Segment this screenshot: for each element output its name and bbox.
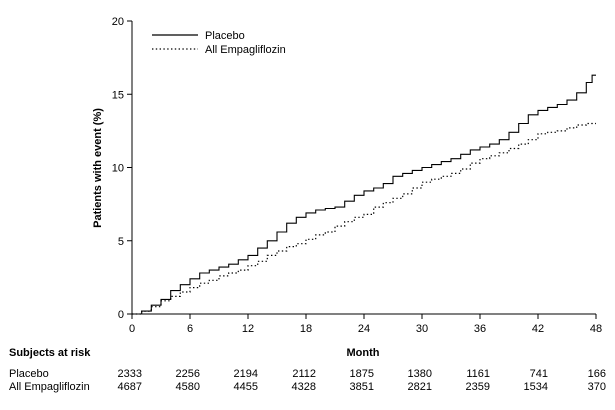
risk-value: 1380 [408,368,432,380]
risk-value: 370 [588,381,606,393]
x-tick-label: 48 [590,323,602,335]
risk-value: 2194 [234,368,258,380]
risk-value: 4580 [176,381,200,393]
y-tick-label: 0 [118,309,124,321]
risk-value: 2333 [118,368,142,380]
risk-value: 2112 [292,368,316,380]
axes: 0 5 10 15 20 0 6 12 18 24 30 36 42 48 [112,16,602,335]
risk-value: 166 [588,368,606,380]
x-tick-label: 18 [300,323,312,335]
risk-value: 2359 [466,381,490,393]
y-tick-label: 20 [112,16,124,28]
legend-label-empagliflozin: All Empagliflozin [205,44,286,56]
risk-row-label: Placebo [9,368,49,380]
risk-table: Placebo 2333 2256 2194 2112 1875 1380 1161 741 16… [9,368,606,393]
risk-row-label: All Empagliflozin [9,381,90,393]
risk-value: 741 [530,368,548,380]
risk-value: 4687 [118,381,142,393]
x-tick-label: 12 [242,323,254,335]
y-tick-label: 5 [118,236,124,248]
risk-value: 3851 [350,381,374,393]
x-tick-label: 30 [416,323,428,335]
risk-value: 2821 [408,381,432,393]
x-tick-label: 0 [129,323,135,335]
x-tick-label: 36 [474,323,486,335]
series-line-empagliflozin [132,122,596,315]
x-axis-title: Month [347,347,380,359]
x-tick-label: 42 [532,323,544,335]
x-tick-label: 6 [187,323,193,335]
risk-value: 1161 [466,368,490,380]
legend: Placebo All Empagliflozin [152,30,286,56]
risk-value: 1534 [524,381,548,393]
legend-label-placebo: Placebo [205,30,245,42]
series-line-placebo [132,74,596,315]
x-tick-label: 24 [358,323,370,335]
risk-table-header: Subjects at risk [9,347,91,359]
risk-value: 4328 [292,381,316,393]
y-tick-label: 15 [112,89,124,101]
y-tick-label: 10 [112,163,124,175]
series-layer [132,74,596,315]
risk-value: 1875 [350,368,374,380]
risk-value: 2256 [176,368,200,380]
risk-value: 4455 [234,381,258,393]
y-axis-title: Patients with event (%) [92,108,104,228]
